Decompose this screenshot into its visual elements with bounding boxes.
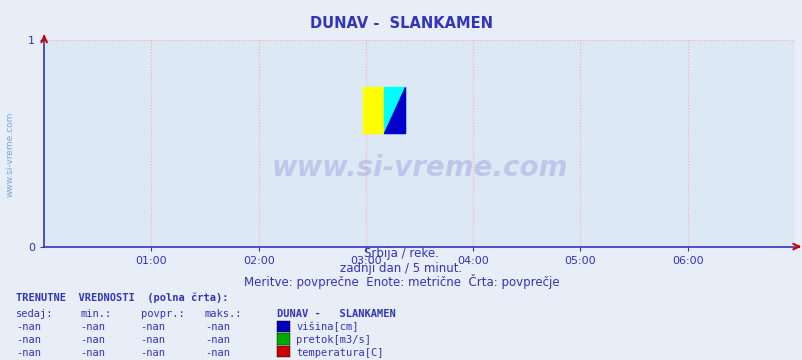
Text: -nan: -nan	[80, 335, 105, 345]
Text: temperatura[C]: temperatura[C]	[296, 348, 383, 358]
Text: -nan: -nan	[80, 323, 105, 333]
Text: -nan: -nan	[80, 348, 105, 358]
Text: zadnji dan / 5 minut.: zadnji dan / 5 minut.	[340, 262, 462, 275]
Text: -nan: -nan	[140, 348, 165, 358]
Text: -nan: -nan	[205, 323, 229, 333]
Text: TRENUTNE  VREDNOSTI  (polna črta):: TRENUTNE VREDNOSTI (polna črta):	[16, 292, 229, 303]
Text: DUNAV -  SLANKAMEN: DUNAV - SLANKAMEN	[310, 16, 492, 31]
Text: min.:: min.:	[80, 309, 111, 319]
Text: www.si-vreme.com: www.si-vreme.com	[5, 112, 14, 198]
Text: -nan: -nan	[16, 335, 41, 345]
Bar	[384, 87, 405, 133]
Text: -nan: -nan	[205, 348, 229, 358]
Text: sedaj:: sedaj:	[16, 309, 54, 319]
Text: DUNAV -   SLANKAMEN: DUNAV - SLANKAMEN	[277, 309, 395, 319]
Text: povpr.:: povpr.:	[140, 309, 184, 319]
Text: višina[cm]: višina[cm]	[296, 322, 358, 333]
Text: maks.:: maks.:	[205, 309, 242, 319]
Text: -nan: -nan	[205, 335, 229, 345]
Text: Srbija / reke.: Srbija / reke.	[363, 247, 439, 260]
Text: pretok[m3/s]: pretok[m3/s]	[296, 335, 371, 345]
Text: -nan: -nan	[16, 348, 41, 358]
Text: Meritve: povprečne  Enote: metrične  Črta: povprečje: Meritve: povprečne Enote: metrične Črta:…	[243, 274, 559, 289]
Polygon shape	[384, 87, 405, 133]
Text: -nan: -nan	[16, 323, 41, 333]
Bar	[363, 87, 384, 133]
Text: www.si-vreme.com: www.si-vreme.com	[271, 154, 567, 182]
Text: -nan: -nan	[140, 335, 165, 345]
Text: -nan: -nan	[140, 323, 165, 333]
